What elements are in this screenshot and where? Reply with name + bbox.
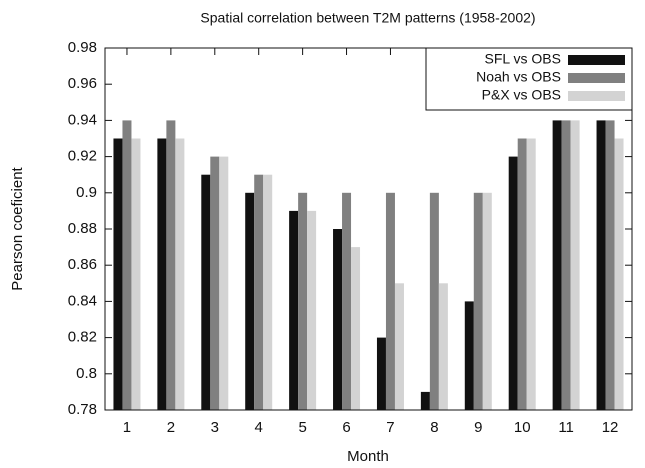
x-tick-label: 4 — [255, 419, 263, 436]
bar — [376, 337, 386, 410]
bar — [201, 174, 211, 410]
bar — [175, 138, 185, 410]
legend-swatch — [568, 73, 625, 83]
legend-label: Noah vs OBS — [476, 69, 561, 85]
y-tick-label: 0.96 — [68, 75, 97, 92]
bar — [570, 120, 580, 411]
bar — [351, 247, 361, 410]
x-tick-label: 1 — [123, 419, 131, 436]
y-tick-label: 0.86 — [68, 256, 97, 273]
bar — [614, 138, 624, 410]
bar — [438, 283, 448, 410]
x-tick-label: 6 — [342, 419, 350, 436]
legend-label: P&X vs OBS — [482, 87, 561, 103]
y-tick-label: 0.82 — [68, 329, 97, 346]
bar — [464, 301, 474, 410]
bar — [526, 138, 536, 410]
x-tick-label: 2 — [167, 419, 175, 436]
bar — [298, 192, 308, 410]
bar — [307, 210, 317, 410]
bar — [473, 192, 483, 410]
bar — [333, 229, 343, 410]
y-tick-label: 0.78 — [68, 401, 97, 418]
bar — [131, 138, 141, 410]
legend-label: SFL vs OBS — [484, 51, 561, 67]
bar — [561, 120, 571, 411]
y-tick-label: 0.88 — [68, 220, 97, 237]
y-tick-label: 0.92 — [68, 148, 97, 165]
bar — [166, 120, 176, 411]
bar — [517, 138, 527, 410]
bar — [482, 192, 492, 410]
bar — [385, 192, 395, 410]
bar — [219, 156, 229, 410]
x-tick-label: 8 — [430, 419, 438, 436]
y-tick-label: 0.84 — [68, 292, 97, 309]
y-tick-label: 0.8 — [76, 365, 97, 382]
y-axis-label: Pearson coeficient — [9, 166, 26, 290]
bar — [122, 120, 132, 411]
bar — [113, 138, 123, 410]
x-tick-label: 10 — [514, 419, 531, 436]
bar — [552, 120, 562, 411]
legend-swatch — [568, 91, 625, 101]
bar — [508, 156, 518, 410]
bar — [394, 283, 404, 410]
bar — [342, 192, 352, 410]
bar — [254, 174, 264, 410]
x-tick-label: 9 — [474, 419, 482, 436]
chart-title: Spatial correlation between T2M patterns… — [200, 10, 535, 26]
y-tick-label: 0.98 — [68, 39, 97, 56]
y-tick-label: 0.9 — [76, 184, 97, 201]
bar — [429, 192, 439, 410]
bar — [245, 192, 255, 410]
x-tick-label: 12 — [602, 419, 619, 436]
bar — [263, 174, 273, 410]
bar — [420, 391, 430, 410]
x-tick-label: 11 — [558, 419, 574, 436]
legend-swatch — [568, 55, 625, 65]
x-tick-label: 3 — [211, 419, 219, 436]
bar — [605, 120, 615, 411]
bar — [596, 120, 606, 411]
bar — [289, 210, 299, 410]
x-tick-label: 7 — [386, 419, 394, 436]
bar — [157, 138, 167, 410]
x-tick-label: 5 — [298, 419, 306, 436]
plot-frame — [104, 47, 633, 411]
y-tick-label: 0.94 — [68, 111, 97, 128]
bar — [210, 156, 220, 410]
x-axis-label: Month — [347, 448, 389, 465]
